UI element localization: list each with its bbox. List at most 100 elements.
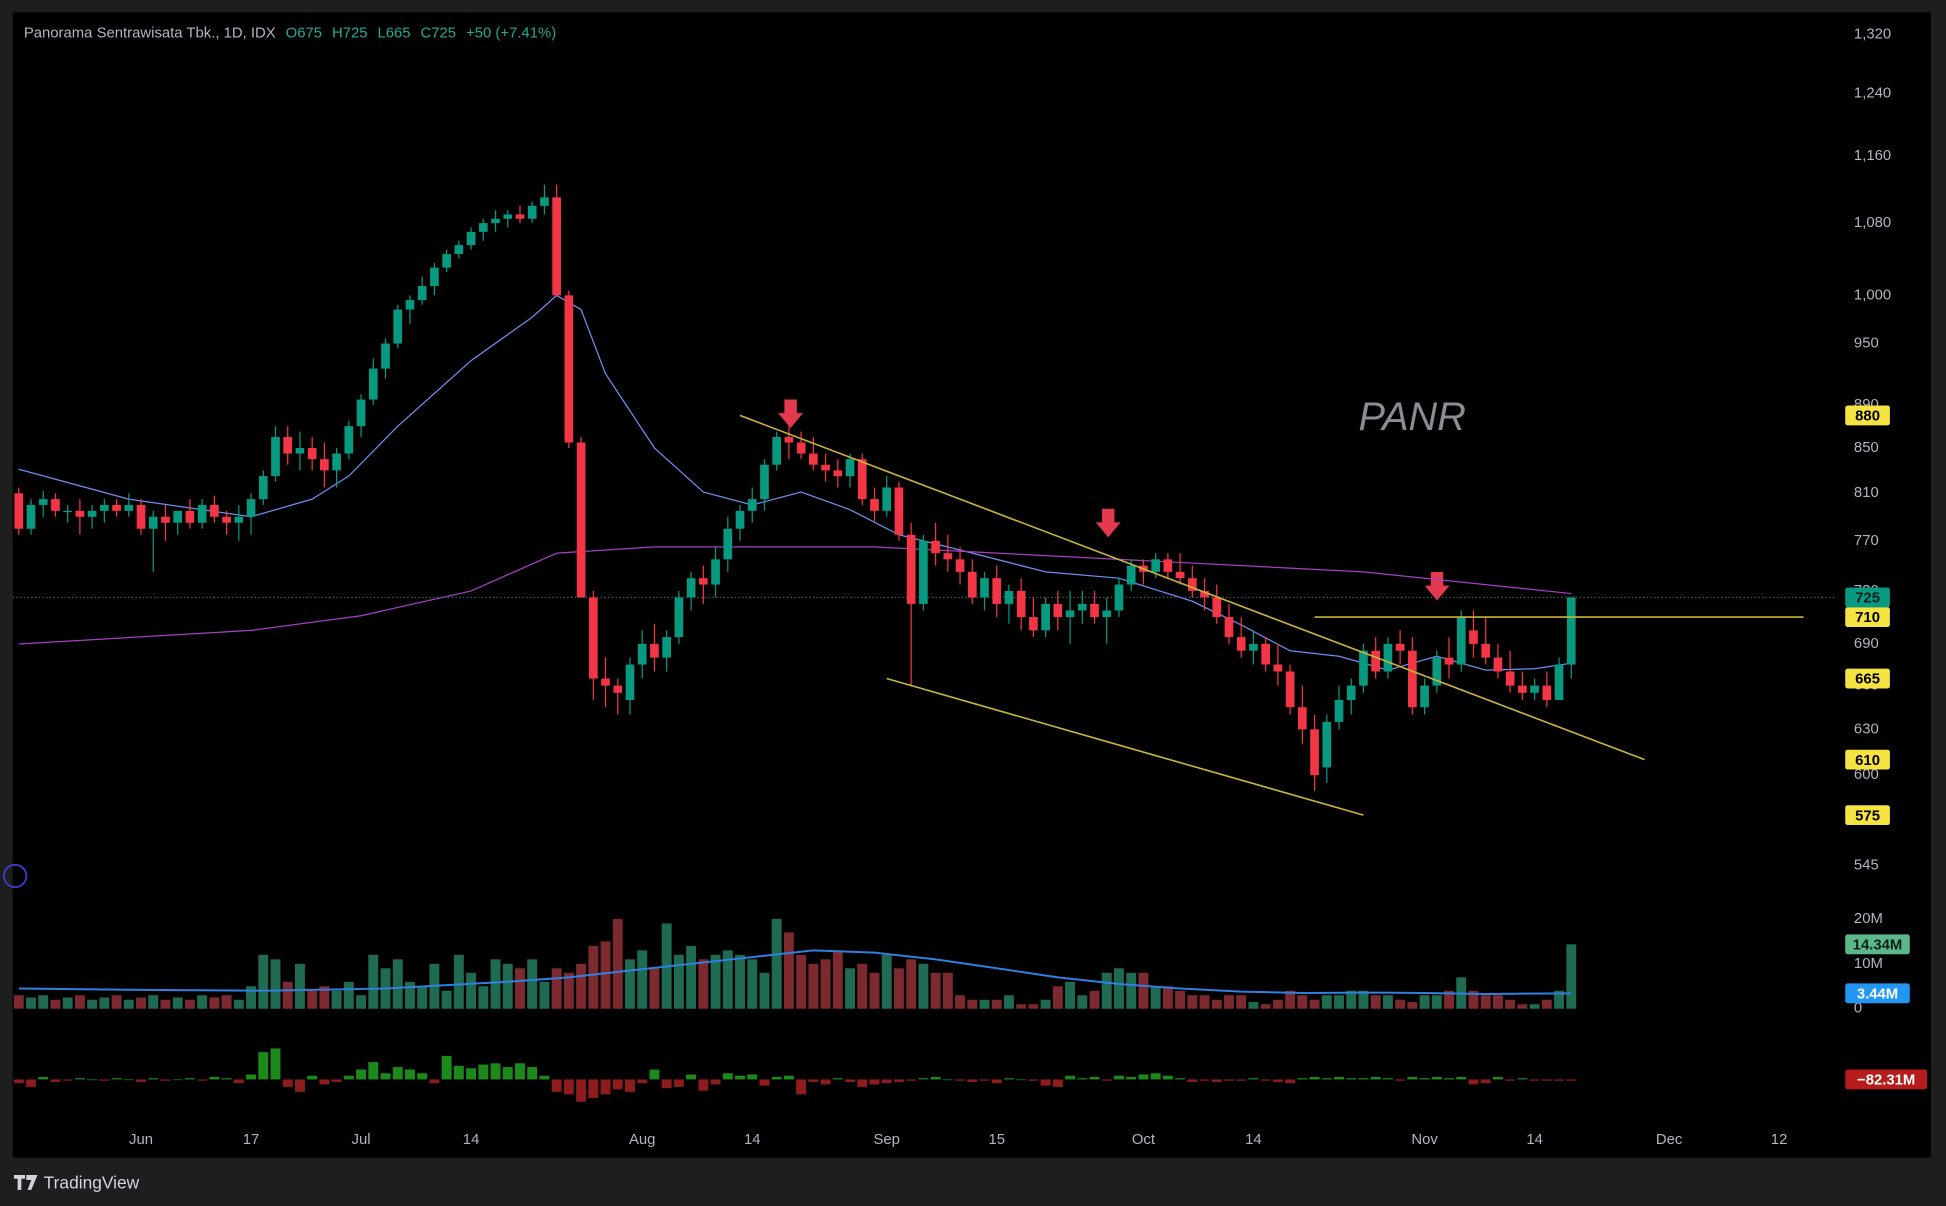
indicator-bar (1077, 1078, 1088, 1080)
candle-body (51, 499, 60, 511)
y-tick-label: 1,000 (1854, 287, 1891, 303)
volume-bar (1309, 999, 1320, 1009)
ohlc-label: O (286, 25, 298, 41)
candle-body (637, 643, 647, 665)
indicator-bar (1003, 1078, 1014, 1080)
indicator-bar (881, 1079, 892, 1084)
candle-body (980, 578, 989, 598)
indicator-bar (1407, 1076, 1418, 1080)
y-tick-label: 690 (1854, 636, 1879, 652)
candle-body (1041, 603, 1050, 631)
volume-bar (111, 995, 122, 1009)
candle-body (674, 597, 684, 638)
y-tick-label: 20M (1854, 911, 1883, 927)
candle-body (540, 197, 549, 206)
candle-body (430, 267, 439, 287)
indicator-bar (783, 1075, 794, 1080)
candle-body (809, 453, 818, 465)
candle-body (723, 528, 733, 560)
ohlc-value: 665 (386, 25, 411, 41)
volume-bar (808, 963, 819, 1009)
candle-body (1065, 610, 1075, 618)
candle-body (625, 664, 635, 700)
volume-bar (99, 997, 110, 1009)
last-price-label: 725 (1855, 591, 1880, 607)
indicator-bar (942, 1079, 953, 1081)
volume-bar (918, 963, 929, 1009)
candle-body (796, 442, 806, 454)
indicator-bar (343, 1075, 354, 1080)
candle-body (210, 504, 219, 517)
indicator-bar (246, 1074, 257, 1080)
change: +50 (+7.41%) (466, 25, 556, 41)
indicator-bar (771, 1076, 782, 1080)
candle-body (1297, 707, 1307, 730)
candle-body (332, 453, 341, 471)
price-label-bg (1845, 749, 1890, 770)
candle-body (1077, 603, 1087, 611)
volume-bar (1468, 990, 1479, 1009)
candle-body (650, 643, 659, 658)
candle-body (1273, 664, 1283, 672)
y-tick-label: 545 (1854, 857, 1879, 873)
indicator-bar (1419, 1078, 1430, 1080)
volume-bar (136, 997, 146, 1009)
volume-bar (551, 968, 562, 1009)
volume-bar (392, 959, 403, 1009)
volume-bar (686, 945, 697, 1009)
indicator-bar (1297, 1078, 1308, 1080)
volume-bar (1346, 990, 1357, 1009)
volume-bar (1370, 995, 1381, 1009)
candle-body (295, 448, 305, 454)
candle-body (1200, 590, 1209, 598)
volume-bar (649, 968, 660, 1009)
y-tick-label: 1,160 (1854, 148, 1891, 164)
volume-bar (845, 968, 855, 1009)
indicator-bar (38, 1076, 49, 1080)
indicator-bar (50, 1079, 61, 1082)
volume-bar (1480, 995, 1491, 1009)
settings-button[interactable] (3, 863, 28, 889)
indicator-bar (735, 1075, 745, 1080)
candle-body (588, 597, 598, 679)
volume-bar (1248, 1001, 1259, 1009)
indicator-bar (123, 1079, 134, 1081)
candle-body (1004, 590, 1014, 604)
indicator-bar (698, 1079, 709, 1091)
candle-body (1530, 685, 1539, 693)
volume-bar (906, 959, 917, 1009)
candle-body (1053, 603, 1063, 618)
candle-body (1420, 685, 1429, 708)
volume-bar (356, 995, 367, 1009)
price-label-bg (1845, 607, 1890, 627)
indicator-bar (1040, 1079, 1051, 1086)
candle-body (1151, 559, 1160, 572)
price-label: 610 (1855, 753, 1880, 769)
symbol-title: Panorama Sentrawisata Tbk., 1D, IDX (24, 25, 276, 41)
candle-body (552, 197, 561, 296)
indicator-bar (136, 1079, 146, 1082)
x-tick-label: 14 (463, 1132, 480, 1148)
indicator-bar (1554, 1079, 1565, 1081)
candle-body (711, 559, 720, 585)
y-tick-label: 10M (1854, 956, 1883, 972)
indicator-bar (796, 1079, 807, 1095)
candle-body (112, 504, 121, 511)
volume-bar (466, 972, 477, 1009)
indicator-bar (1150, 1073, 1161, 1080)
candle-body (821, 464, 830, 471)
candle-body (417, 286, 427, 301)
indicator-bar (221, 1078, 232, 1080)
candle-body (1224, 617, 1234, 638)
ohlc-value: 725 (343, 25, 368, 41)
volume-bar (1285, 990, 1296, 1009)
candle-body (760, 464, 769, 500)
candle-body (686, 578, 696, 598)
candle-body (356, 399, 366, 427)
candle-body (1444, 657, 1454, 665)
candle-body (1554, 664, 1564, 700)
indicator-bar (551, 1079, 562, 1092)
indicator-bar (148, 1078, 159, 1080)
candle-body (1346, 685, 1356, 700)
